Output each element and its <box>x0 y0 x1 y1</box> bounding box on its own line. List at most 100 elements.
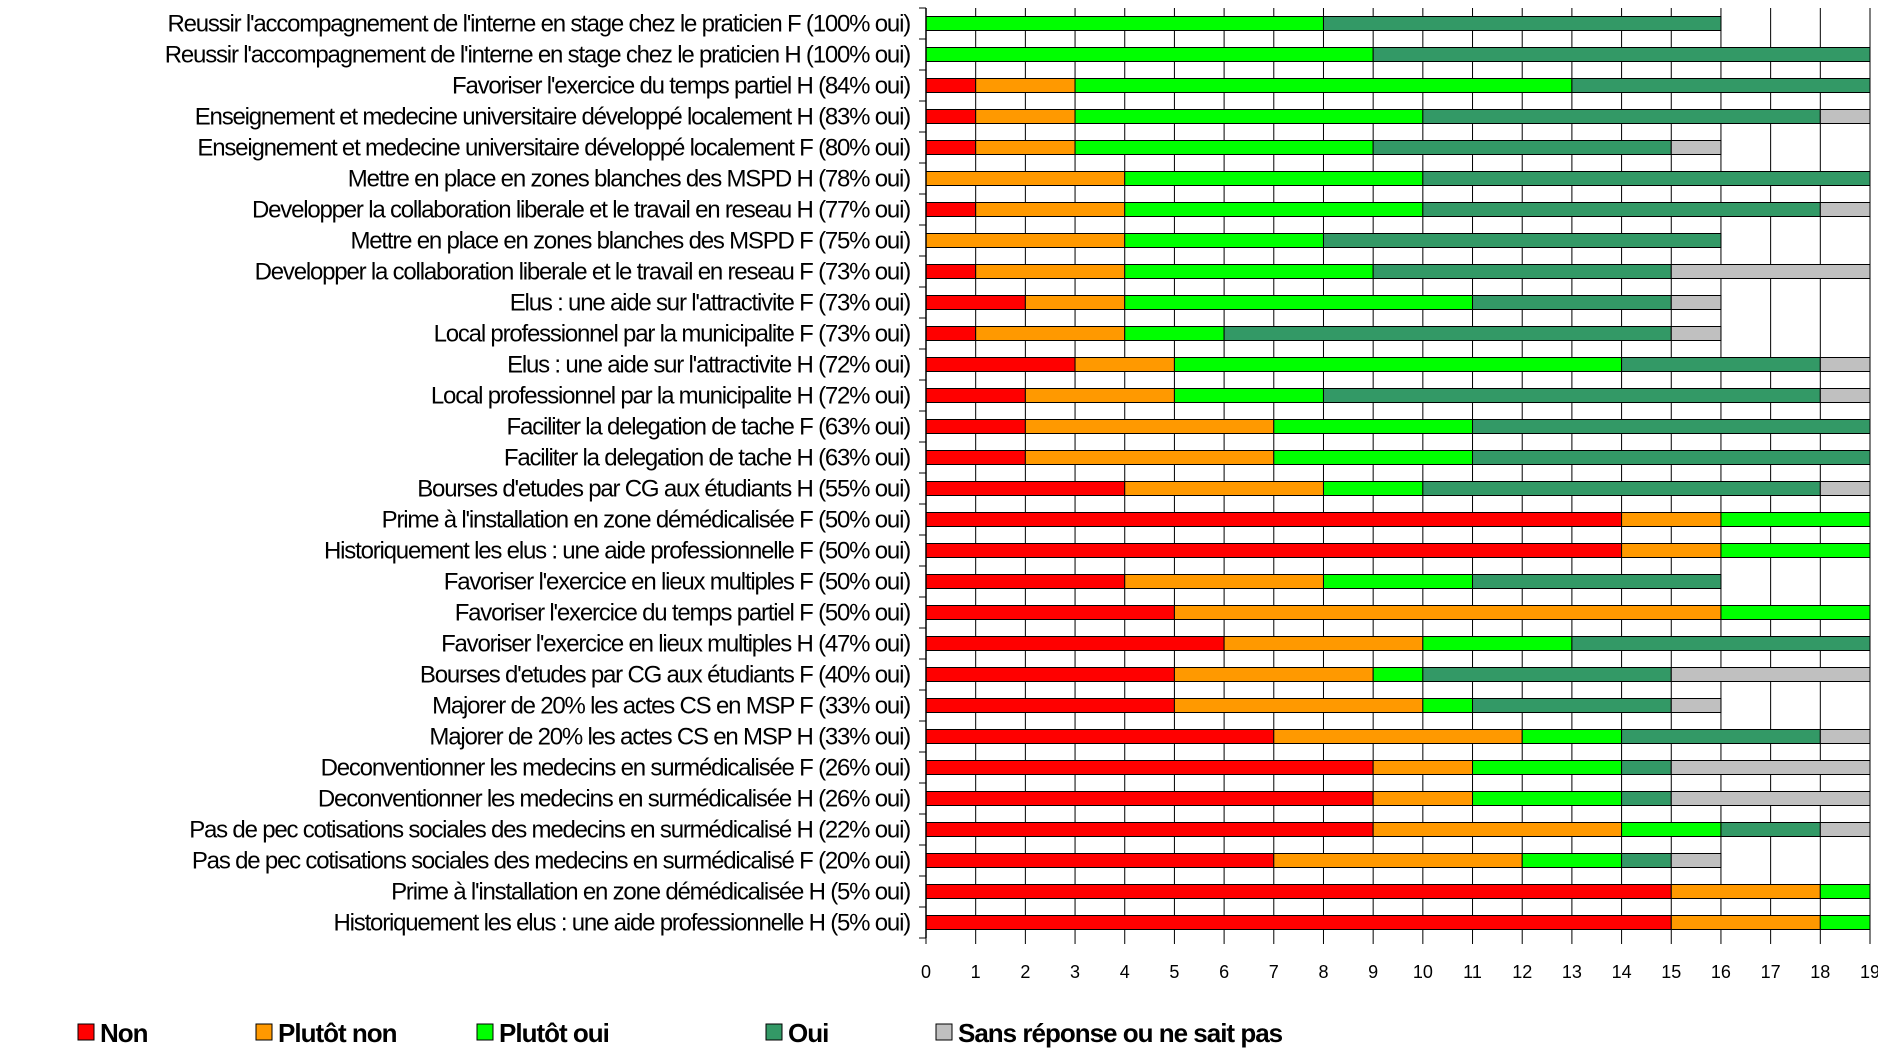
category-label: Historiquement les elus : une aide profe… <box>324 538 910 565</box>
bar-segment <box>1024 450 1275 465</box>
category-label: Bourses d'etudes par CG aux étudiants F … <box>420 662 910 689</box>
x-tick-label: 5 <box>1169 962 1179 982</box>
bar-segment <box>1720 822 1821 837</box>
x-tick-label: 16 <box>1711 962 1731 982</box>
category-label: Majorer de 20% les actes CS en MSP F (33… <box>432 693 910 720</box>
bar-segment <box>1372 760 1474 775</box>
category-label: Faciliter la delegation de tache F (63% … <box>507 414 911 441</box>
bar-segment <box>1074 109 1424 124</box>
bar-segment <box>1074 140 1374 155</box>
bar-segment <box>1223 326 1672 341</box>
x-tick-label: 14 <box>1612 962 1632 982</box>
bar-segment <box>925 574 1126 589</box>
category-label: Prime à l'installation en zone démédical… <box>391 879 910 906</box>
bar-segment <box>1521 853 1623 868</box>
bar-segment <box>1422 698 1474 713</box>
axes <box>919 7 1871 944</box>
bar-segment <box>975 78 1076 93</box>
bar-segment <box>1074 357 1175 372</box>
x-tick-label: 15 <box>1661 962 1681 982</box>
bar-segment <box>1621 543 1722 558</box>
bar-segment <box>925 853 1275 868</box>
x-tick-label: 9 <box>1368 962 1378 982</box>
bar-segment <box>1472 791 1623 806</box>
bar-segment <box>1720 605 1871 620</box>
bar-segment <box>1322 574 1474 589</box>
bar-segment <box>1819 884 1871 899</box>
bar-segment <box>1422 202 1821 217</box>
bar-segment <box>1670 667 1871 682</box>
category-label: Favoriser l'exercice en lieux multiples … <box>444 569 910 596</box>
x-tick-label: 0 <box>921 962 931 982</box>
bar-segment <box>925 822 1374 837</box>
bar-segment <box>925 47 1374 62</box>
bar-segment <box>1472 450 1871 465</box>
x-tick-label: 2 <box>1020 962 1030 982</box>
legend-swatch <box>476 1023 494 1041</box>
bar-segment <box>1472 419 1871 434</box>
bar-segment <box>1124 202 1424 217</box>
bar-segment <box>1223 636 1424 651</box>
bar-segment <box>1670 884 1821 899</box>
bar-segment <box>1819 202 1871 217</box>
bar-segment <box>1670 264 1871 279</box>
bar-segment <box>1173 605 1722 620</box>
category-label: Bourses d'etudes par CG aux étudiants H … <box>417 476 910 503</box>
category-label: Local professionnel par la municipalite … <box>431 383 910 410</box>
bar-segment <box>1124 233 1324 248</box>
bar-segment <box>925 419 1026 434</box>
bar-segment <box>975 326 1126 341</box>
bar-segment <box>1670 698 1722 713</box>
category-label: Favoriser l'exercice en lieux multiples … <box>441 631 910 658</box>
bar-segment <box>1273 419 1474 434</box>
bar-segment <box>975 109 1076 124</box>
bar-segment <box>1819 109 1871 124</box>
bar-segment <box>925 388 1026 403</box>
bar-segment <box>1124 326 1225 341</box>
x-tick-label: 19 <box>1860 962 1878 982</box>
bar-segment <box>1621 853 1672 868</box>
category-label: Elus : une aide sur l'attractivite H (72… <box>507 352 910 379</box>
category-label: Mettre en place en zones blanches des MS… <box>348 166 910 193</box>
bar-segment <box>1173 357 1623 372</box>
legend-swatch <box>77 1023 95 1041</box>
category-label: Enseignement et medecine universitaire d… <box>195 104 910 131</box>
bar-segment <box>1024 388 1175 403</box>
bar-segment <box>1422 667 1672 682</box>
bar-segment <box>1670 295 1722 310</box>
bar-segment <box>1472 574 1722 589</box>
bar-segment <box>925 698 1175 713</box>
bar-segment <box>1124 171 1424 186</box>
bar-segment <box>1322 16 1722 31</box>
bar-segment <box>1322 233 1722 248</box>
bar-segment <box>1670 760 1871 775</box>
legend: Non Plutôt non Plutôt oui Oui Sans réponse o… <box>77 1018 1284 1048</box>
bar-segment <box>1621 760 1672 775</box>
legend-label: Sans réponse ou ne sait pas <box>958 1018 1283 1048</box>
x-tick-label: 8 <box>1318 962 1328 982</box>
bar-segment <box>1571 78 1871 93</box>
bar-segment <box>975 140 1076 155</box>
bar-segment <box>925 915 1672 930</box>
bar-segment <box>1372 47 1871 62</box>
bar-segment <box>1173 667 1374 682</box>
bar-segment <box>1273 853 1523 868</box>
bar-segment <box>925 109 977 124</box>
category-label: Enseignement et medecine universitaire d… <box>197 135 910 162</box>
bar-segment <box>1621 791 1672 806</box>
category-label: Developper la collaboration liberale et … <box>252 197 910 224</box>
legend-label: Plutôt oui <box>499 1018 609 1048</box>
bar-segment <box>1621 729 1821 744</box>
bar-segment <box>1422 171 1871 186</box>
bar-segment <box>925 450 1026 465</box>
x-tick-label: 4 <box>1120 962 1130 982</box>
bar-segment <box>1621 822 1722 837</box>
bar-segment <box>1819 729 1871 744</box>
bar-segment <box>1372 667 1424 682</box>
bar-segment <box>1670 140 1722 155</box>
bar-segment <box>1372 791 1474 806</box>
x-tick-label: 13 <box>1562 962 1582 982</box>
category-label: Favoriser l'exercice du temps partiel F … <box>455 600 911 627</box>
